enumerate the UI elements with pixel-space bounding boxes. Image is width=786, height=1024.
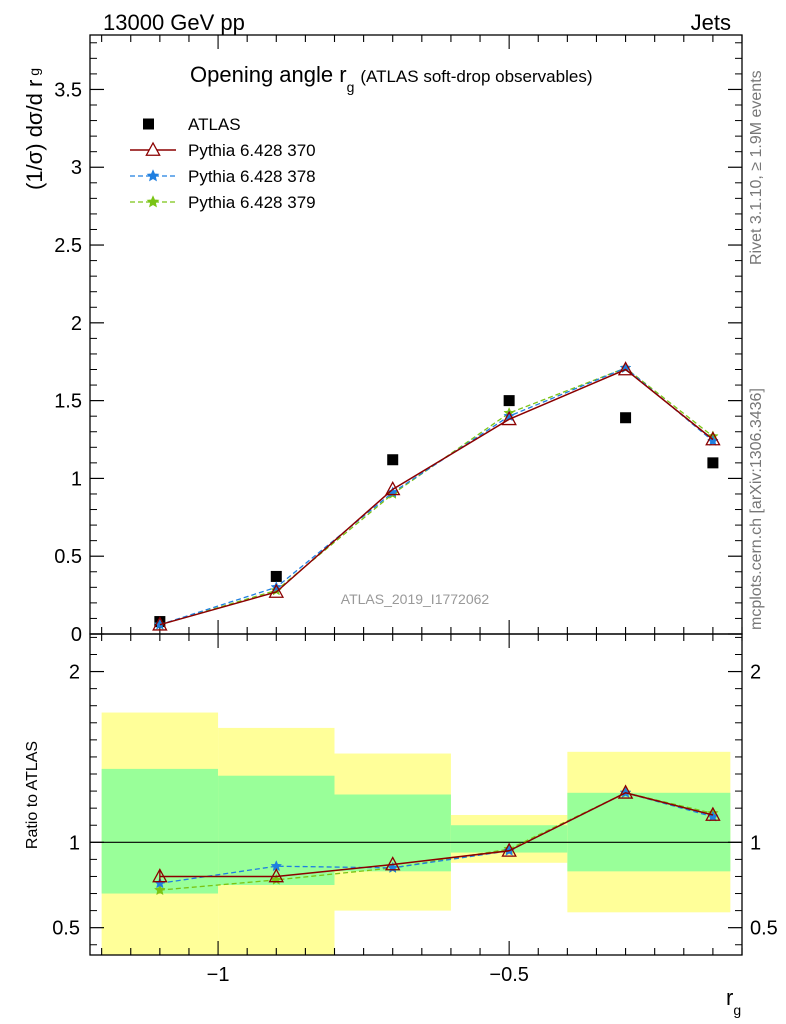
ratio-ylabel: Ratio to ATLAS [24,741,41,849]
main-panel: 0 0.5 1 1.5 2 2.5 3 3.5 [54,34,743,646]
ratio-y-tick-label: 2 [69,662,80,684]
main-ylabel: (1/σ) dσ/d r g [22,68,47,190]
ratio-y-tick-label-right: 0.5 [750,918,778,940]
ratio-pythia-6-428-370-line [159,792,714,878]
uncertainty-band-inner [567,792,731,872]
atlas-data-point [270,570,282,582]
ratio-xlabel: rg [726,985,741,1018]
mc-pythia-6-428-370-marker [705,431,721,446]
mc-pythia-6-428-370-marker [501,410,517,426]
y-tick-label: 1.5 [54,391,82,413]
x-tick-label: −1 [207,964,230,986]
ratio-frame [89,633,743,956]
ratio-pythia-6-428-370-marker [705,806,721,821]
legend-label: ATLAS [188,115,241,134]
chart-title-sub: g [347,79,355,95]
main-ylabel-main: (1/σ) dσ/d r [22,80,47,190]
atlas-data-point [620,412,632,424]
atlas-data-point [503,395,515,407]
mc-pythia-6-428-378-line [159,367,714,626]
y-tick-label: 2 [71,313,82,335]
ratio-y-tick-label: 1 [69,832,80,854]
mc-pythia-6-428-370-marker [152,616,168,631]
y-tick-label: 0.5 [54,546,82,568]
ratio-xlabel-main: r [726,985,733,1010]
y-tick-label: 2.5 [54,235,82,257]
legend-marker [146,169,160,182]
ratio-pythia-6-428-370-marker [384,856,401,871]
legend: ATLAS Pythia 6.428 370 Pythia 6.428 378 Pyt… [130,115,316,212]
atlas-data-point [387,454,399,466]
mc-pythia-6-428-379-line [159,367,714,626]
legend-marker [146,195,160,208]
chart-title-main: Opening angle r [190,62,347,87]
ratio-panel: −1 −0.5 0.5 0.5 1 1 2 2 [52,633,778,986]
mc-pythia-6-428-370-marker [268,583,285,598]
y-tick-label: 0 [71,624,82,646]
chart-title-extra: (ATLAS soft-drop observables) [360,67,592,86]
ratio-pythia-6-428-370-marker [268,868,285,883]
ratio-xlabel-sub: g [733,1002,741,1018]
side-label-top: Rivet 3.1.10, ≥ 1.9M events [748,70,765,265]
main-ylabel-sub: g [26,68,42,76]
chart-title: Opening angle rg (ATLAS soft-drop observa… [190,62,592,95]
y-tick-label: 1 [71,468,82,490]
mc-pythia-6-428-370-marker [617,361,634,376]
side-label-bottom: mcplots.cern.ch [arXiv:1306.3436] [748,388,765,630]
y-tick-label: 3.5 [54,79,82,101]
mc-pythia-6-428-370-marker [384,480,401,496]
energy-label: 13000 GeV pp [103,10,245,35]
legend-marker-atlas [143,118,154,130]
legend-label: Pythia 6.428 378 [188,167,316,186]
ratio-pythia-6-428-370-marker [152,868,168,883]
legend-label: Pythia 6.428 379 [188,193,316,212]
legend-label: Pythia 6.428 370 [188,141,316,160]
ratio-pythia-6-428-370-marker [617,784,634,799]
ratio-y-tick-label-right: 1 [750,832,761,854]
legend-marker [145,141,161,156]
analysis-label: ATLAS_2019_I1772062 [341,591,490,607]
ratio-y-tick-label-right: 2 [750,662,761,684]
mc-pythia-6-428-370-line [159,368,714,626]
y-tick-label: 3 [71,157,82,179]
process-label: Jets [691,10,731,35]
x-tick-label: −0.5 [489,964,528,986]
atlas-data-point [707,457,719,469]
ratio-pythia-6-428-370-marker [501,842,517,857]
ratio-y-tick-label: 0.5 [52,918,80,940]
